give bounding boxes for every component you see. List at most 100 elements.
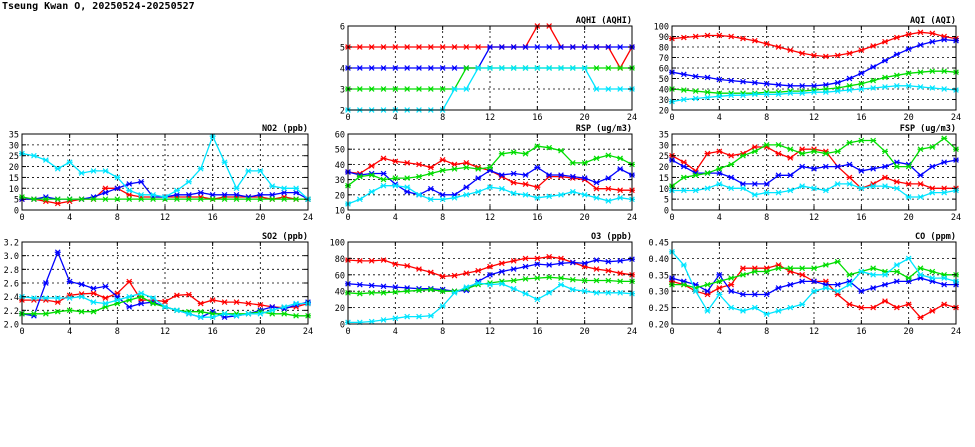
tick-label-y: 3.2 — [4, 239, 19, 249]
tick-label-y: 90 — [659, 33, 669, 43]
data-point — [917, 181, 924, 187]
data-point — [404, 86, 411, 92]
tick-label-y: 35 — [9, 131, 19, 141]
tick-label-y: 5 — [14, 196, 19, 206]
data-point — [680, 281, 687, 288]
data-point — [605, 152, 612, 159]
data-point — [775, 265, 782, 272]
data-point — [882, 281, 888, 288]
data-point — [775, 172, 782, 179]
data-point — [716, 32, 723, 39]
tick-label-y: 60 — [659, 65, 669, 75]
tick-label-x: 20 — [904, 213, 914, 223]
data-point — [775, 44, 782, 50]
data-point — [392, 158, 399, 165]
data-point — [380, 317, 387, 323]
data-point — [138, 300, 145, 307]
data-point — [498, 150, 505, 157]
data-point — [427, 196, 434, 203]
data-point — [787, 304, 794, 311]
tick-label-y: 15 — [9, 174, 19, 184]
data-point — [356, 258, 363, 264]
data-point — [510, 65, 517, 71]
data-point — [929, 185, 936, 192]
tick-label-x: 16 — [532, 213, 542, 223]
data-point — [416, 44, 422, 50]
data-point — [882, 271, 888, 278]
data-point — [870, 265, 877, 272]
data-point — [775, 91, 782, 98]
tick-label-x: 12 — [809, 213, 819, 223]
data-point — [221, 299, 228, 305]
data-point — [185, 191, 192, 198]
data-point — [882, 38, 888, 45]
data-point — [522, 172, 529, 178]
data-point — [605, 65, 612, 71]
data-point — [822, 81, 829, 88]
data-point — [209, 297, 216, 303]
data-point — [917, 314, 924, 321]
tick-label-y: 30 — [659, 141, 669, 151]
data-point — [716, 170, 723, 176]
data-point — [716, 285, 723, 291]
data-point — [605, 290, 612, 296]
data-point — [475, 267, 482, 274]
data-point — [522, 181, 529, 187]
tick-label-y: 5 — [340, 44, 345, 54]
data-point — [858, 288, 865, 295]
tick-label-y: 2.0 — [4, 321, 19, 331]
data-point — [534, 255, 541, 262]
tick-label-y: 0.40 — [649, 255, 669, 265]
tick-label-x: 24 — [627, 213, 637, 223]
data-point — [209, 191, 216, 198]
data-point — [617, 195, 624, 201]
data-point — [522, 255, 529, 262]
data-point — [185, 178, 192, 185]
data-point — [763, 41, 770, 47]
data-point — [197, 308, 204, 315]
data-point — [834, 288, 841, 295]
data-point — [870, 85, 877, 91]
data-point — [439, 191, 446, 198]
data-point — [811, 288, 817, 295]
data-point — [811, 83, 817, 89]
data-point — [763, 142, 770, 148]
data-point — [858, 137, 865, 144]
tick-label-x: 24 — [951, 213, 961, 223]
data-point — [581, 160, 588, 166]
data-point — [173, 196, 180, 202]
data-point — [427, 312, 434, 319]
tick-label-x: 20 — [904, 113, 914, 123]
data-point — [704, 32, 711, 39]
data-point — [569, 65, 576, 71]
data-point — [209, 314, 216, 320]
data-point — [416, 191, 422, 198]
data-point — [392, 44, 399, 50]
data-point — [882, 174, 888, 181]
data-point — [487, 164, 493, 171]
data-point — [870, 64, 877, 70]
data-point — [522, 263, 529, 270]
data-point — [451, 65, 458, 71]
data-point — [221, 196, 228, 202]
data-point — [716, 278, 723, 285]
tick-label-x: 24 — [627, 327, 637, 337]
data-point — [917, 265, 924, 272]
chart-title: CO (ppm) — [915, 232, 956, 242]
data-point — [740, 308, 746, 314]
data-point — [558, 281, 564, 288]
data-point — [617, 270, 624, 276]
data-point — [546, 65, 553, 71]
data-point — [929, 85, 936, 91]
data-point — [126, 187, 133, 194]
data-point — [392, 315, 399, 322]
data-point — [475, 188, 482, 195]
data-point — [858, 70, 865, 77]
data-point — [233, 299, 240, 305]
data-point — [728, 174, 735, 181]
data-point — [680, 96, 687, 103]
data-point — [368, 258, 375, 264]
chart-o3: 0 20 40 60 80 100 0 4 8 12 16 20 24 O3 (ppb) — [330, 232, 637, 337]
data-point — [811, 89, 817, 95]
tick-label-y: 3.0 — [4, 252, 19, 262]
